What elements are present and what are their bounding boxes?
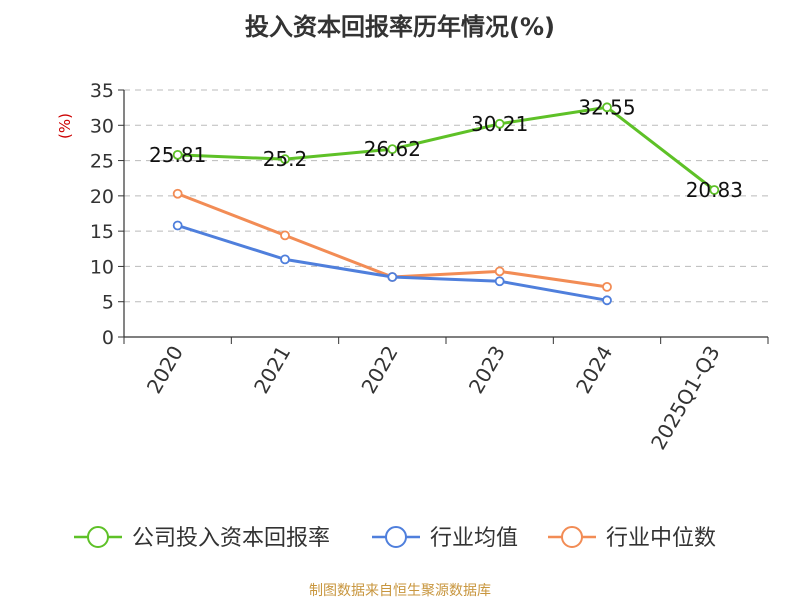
axes (123, 90, 768, 338)
x-tick-label: 2022 (356, 342, 402, 398)
data-point (602, 295, 612, 306)
legend-swatch-marker (385, 526, 407, 548)
data-point (387, 144, 398, 155)
data-point (172, 149, 183, 160)
x-tick-label: 2023 (464, 341, 510, 397)
data-label: 30.21 (471, 112, 528, 136)
legend-entry: 行业均值 (430, 526, 518, 551)
legend: 公司投入资本回报率 行业均值 行业中位数 (74, 526, 716, 551)
y-tick-label: 15 (90, 221, 114, 243)
grid-lines (124, 89, 768, 303)
data-point (709, 185, 720, 195)
y-tick-label: 10 (90, 256, 114, 278)
y-axis-ticks: 0 5 10 15 20 25 30 35 (90, 80, 124, 349)
x-tick-label: 2024 (571, 342, 617, 398)
y-tick-label: 5 (102, 292, 114, 314)
y-tick-label: 30 (90, 115, 114, 137)
data-point (494, 118, 505, 129)
data-label: 26.62 (364, 137, 421, 161)
data-point (494, 266, 505, 277)
data-label: 25.2 (263, 147, 308, 171)
y-tick-label: 35 (90, 80, 114, 102)
data-label: 25.81 (149, 143, 206, 167)
data-point (172, 220, 183, 231)
data-point (172, 188, 183, 199)
y-tick-label: 20 (90, 186, 114, 208)
x-tick-label: 2021 (249, 342, 295, 398)
x-tick-label: 2020 (142, 342, 188, 398)
data-point (602, 102, 612, 113)
data-point (280, 230, 290, 241)
chart-title: 投入资本回报率历年情况(%) (245, 13, 555, 41)
legend-swatch-marker (561, 526, 583, 548)
legend-swatch-marker (87, 526, 109, 548)
series-layer: 25.81 25.2 26.62 30.21 32.55 20.83 (149, 95, 743, 306)
data-point (280, 154, 290, 165)
data-point (494, 276, 505, 287)
legend-entry: 公司投入资本回报率 (132, 526, 330, 551)
y-axis-label: (%) (56, 113, 74, 139)
series-line (177, 224, 608, 302)
y-tick-label: 0 (102, 327, 114, 349)
data-point (602, 281, 612, 292)
data-point (280, 254, 290, 265)
x-tick-label: 2025Q1-Q3 (646, 342, 725, 454)
x-axis-ticks: 2020 2021 2022 2023 2024 2025Q1-Q3 (123, 337, 769, 454)
data-label: 32.55 (578, 95, 635, 119)
y-tick-label: 25 (90, 151, 114, 173)
data-label: 20.83 (686, 178, 743, 202)
source-note: 制图数据来自恒生聚源数据库 (309, 583, 491, 599)
legend-entry: 行业中位数 (606, 526, 716, 551)
data-point (387, 272, 398, 282)
series-line (177, 105, 716, 192)
